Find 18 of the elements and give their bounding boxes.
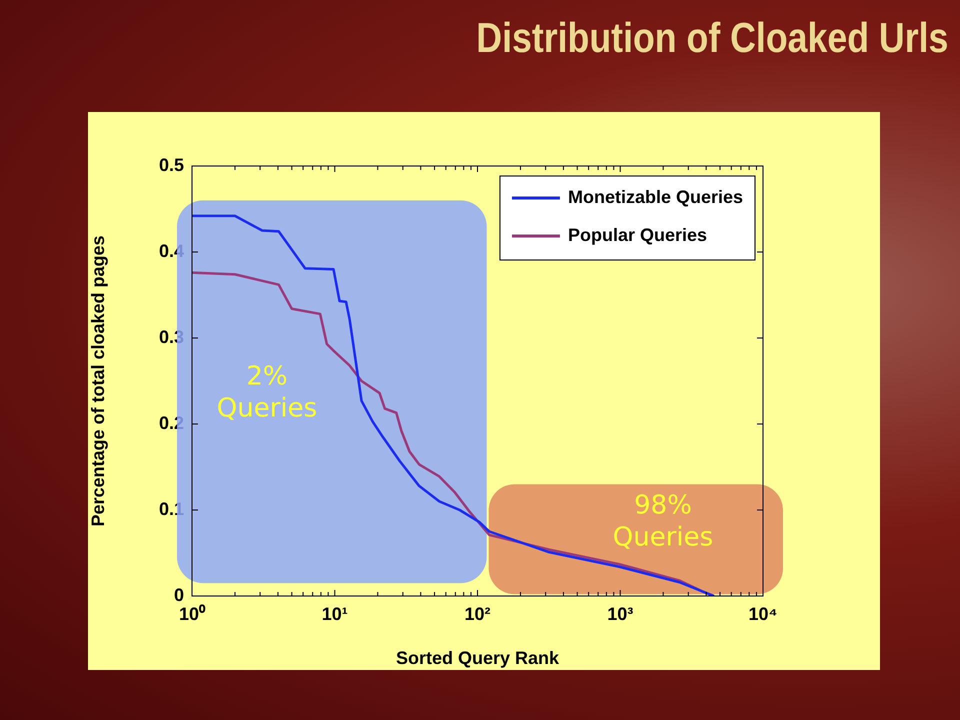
- chart-title: Distribution of Cloaked Urls: [476, 14, 948, 62]
- x-tick-label: 10¹: [322, 604, 348, 624]
- x-axis-title: Sorted Query Rank: [396, 648, 560, 668]
- x-tick-label: 10²: [464, 604, 491, 624]
- legend-label: Popular Queries: [568, 224, 708, 245]
- y-tick-label: 0.1: [158, 498, 184, 519]
- band-label: 98% Queries: [612, 490, 714, 553]
- y-tick-label: 0.2: [158, 412, 184, 433]
- x-tick-label: 10⁴: [748, 604, 778, 624]
- y-tick-label: 0.3: [158, 326, 184, 347]
- x-tick-label: 10³: [607, 604, 634, 624]
- y-tick-label: 0: [174, 584, 184, 605]
- legend-label: Monetizable Queries: [568, 186, 744, 207]
- y-tick-label: 0.5: [158, 154, 184, 175]
- y-tick-label: 0.4: [158, 240, 184, 261]
- band-label: 2% Queries: [216, 362, 318, 424]
- x-tick-label: 10⁰: [178, 604, 206, 624]
- y-axis-title: Percentage of total cloaked pages: [88, 235, 108, 527]
